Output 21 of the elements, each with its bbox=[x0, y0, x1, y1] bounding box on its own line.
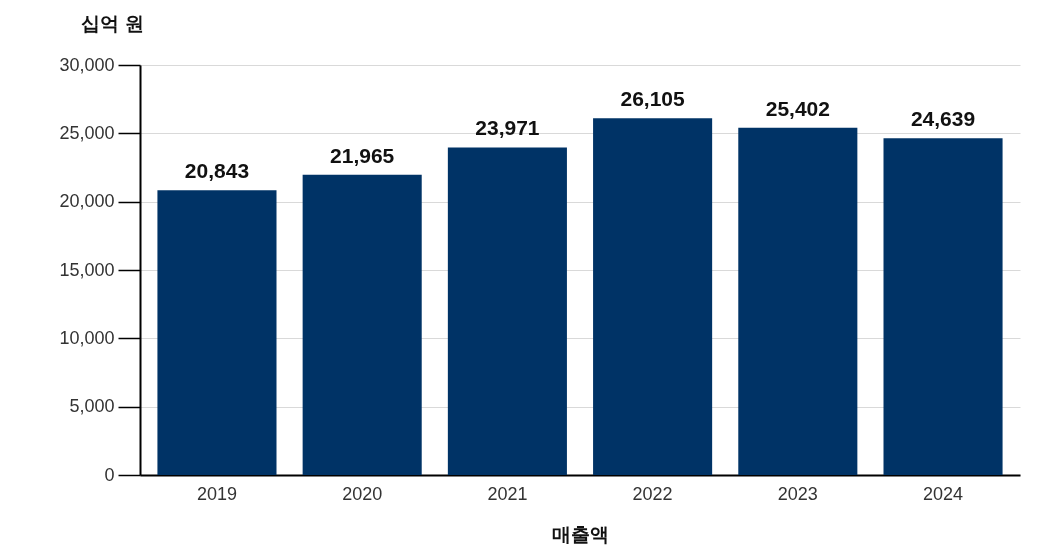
x-tick-label: 2019 bbox=[196, 483, 237, 504]
data-label: 21,965 bbox=[330, 143, 395, 167]
y-tick-label: 0 bbox=[104, 464, 115, 485]
y-tick-label: 25,000 bbox=[59, 122, 115, 143]
data-label: 26,105 bbox=[620, 87, 686, 111]
y-tick-label: 10,000 bbox=[59, 327, 115, 348]
x-tick-label: 2021 bbox=[487, 483, 528, 504]
y-tick-label: 20,000 bbox=[59, 191, 115, 212]
y-tick-label: 5,000 bbox=[69, 396, 115, 417]
y-tick-label: 30,000 bbox=[59, 54, 115, 75]
x-tick-label: 2022 bbox=[632, 483, 673, 504]
y-axis-title: 십억 원 bbox=[81, 12, 144, 34]
y-tick-label: 15,000 bbox=[59, 259, 115, 280]
data-label: 25,402 bbox=[765, 96, 830, 120]
x-tick-label: 2024 bbox=[923, 483, 964, 504]
x-tick-label: 2023 bbox=[777, 483, 818, 504]
data-label: 20,843 bbox=[184, 159, 250, 183]
data-label: 24,639 bbox=[910, 107, 976, 131]
x-axis-title: 매출액 bbox=[552, 523, 609, 545]
x-tick-label: 2020 bbox=[342, 483, 383, 504]
data-label: 23,971 bbox=[475, 116, 540, 140]
